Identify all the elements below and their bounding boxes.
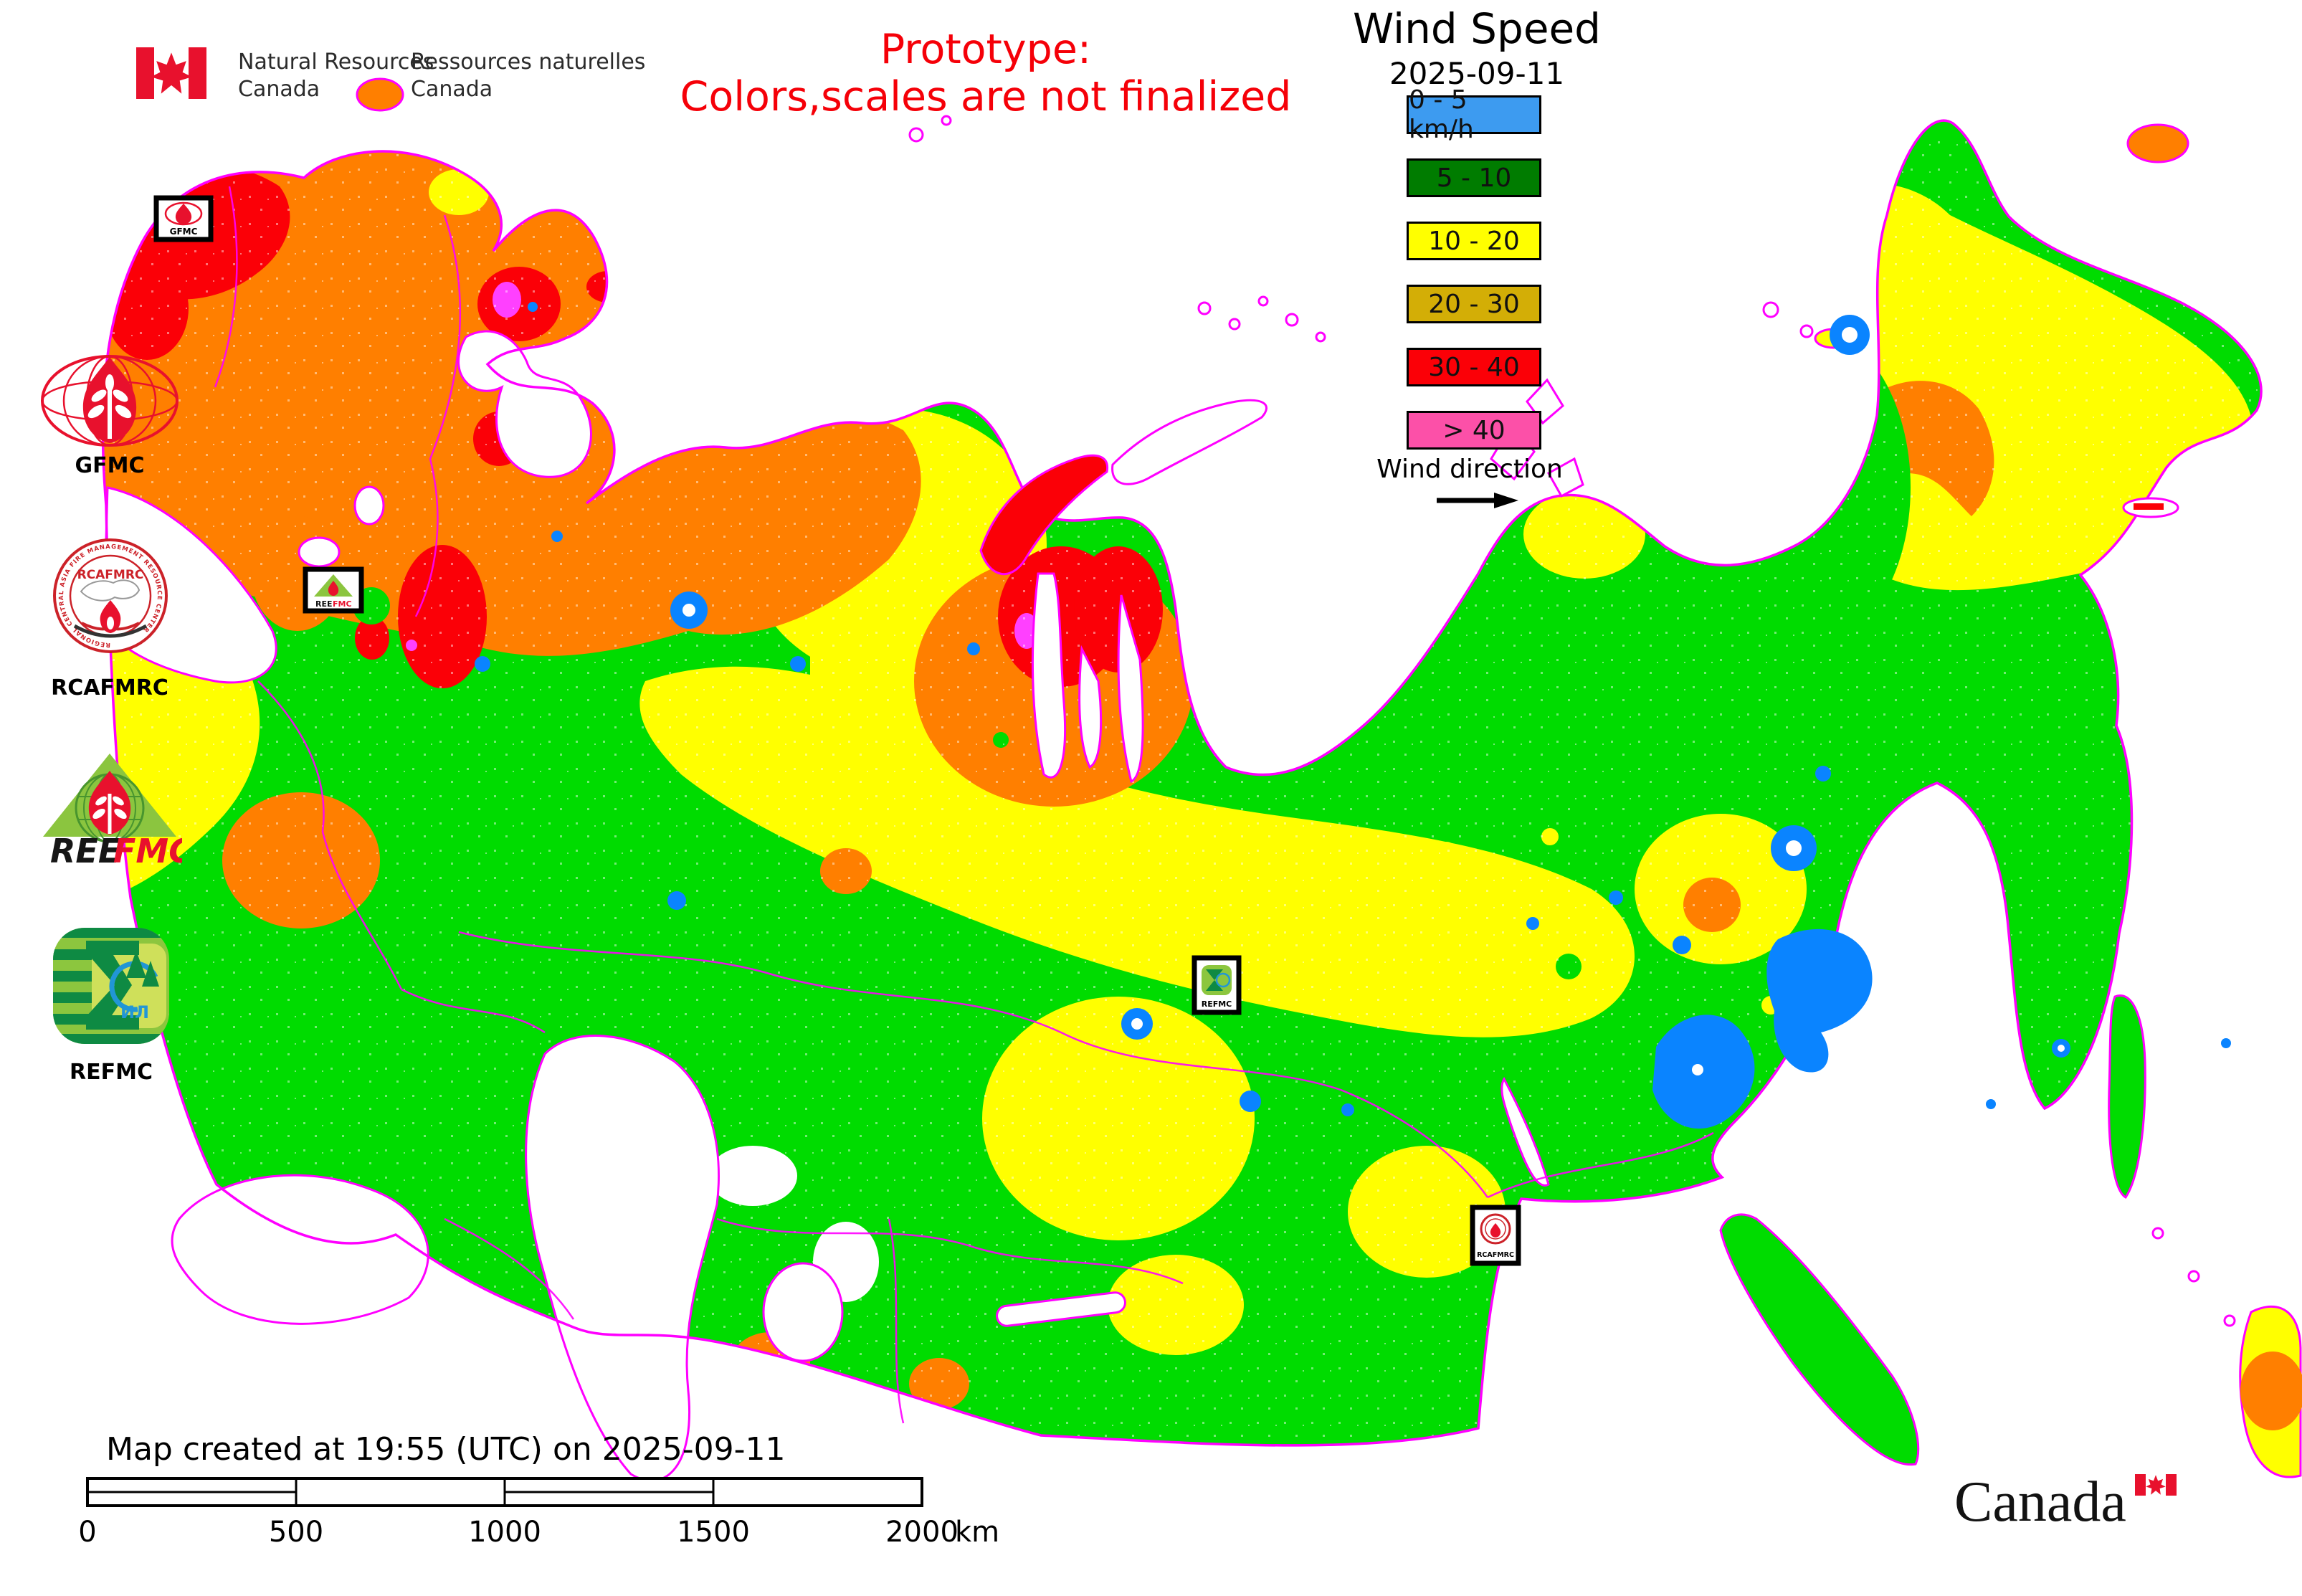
reefmc-logo: REE FMC: [43, 754, 182, 868]
wind-direction-arrow-icon: [1437, 493, 1518, 508]
agency-en-line1: Natural Resources: [238, 49, 434, 75]
legend-date: 2025-09-11: [1389, 56, 1565, 91]
legend-label-30-40: 30 - 40: [1428, 352, 1520, 382]
agency-name-en: Natural Resources Canada: [238, 49, 434, 103]
legend-label-over-40: > 40: [1442, 415, 1506, 445]
refmc-logo-caption: REFMC: [70, 1060, 153, 1085]
rcafmrc-logo-caption: RCAFMRC: [51, 675, 168, 700]
legend-item-10-20: 10 - 20: [1407, 222, 1541, 260]
legend-item-0-5: 0 - 5 km/h: [1407, 85, 1541, 144]
scale-tick-500: 500: [269, 1516, 323, 1549]
prototype-line1: Prototype:: [880, 26, 1092, 73]
agency-en-line2: Canada: [238, 77, 320, 102]
prototype-line2: Colors,scales are not finalized: [680, 73, 1292, 120]
legend-label-0-5: 0 - 5 km/h: [1409, 85, 1474, 144]
reefmc-word-black: REE: [50, 832, 120, 868]
wind-direction-label: Wind direction: [1376, 455, 1563, 484]
canada-wordmark-text: Canada: [1954, 1471, 2126, 1534]
rcafmrc-center-text: RCAFMRC: [77, 568, 144, 582]
legend-item-30-40: 30 - 40: [1407, 348, 1541, 386]
calm-wind-cells: [475, 302, 2231, 1129]
legend-label-5-10: 5 - 10: [1436, 163, 1512, 193]
reefmc-word-red: FMC: [113, 832, 182, 868]
map-marker-reefmc-word-black: REE: [315, 599, 333, 609]
scale-tick-2000: 2000: [885, 1516, 959, 1549]
map-marker-rcafmrc: RCAFMRC: [1470, 1205, 1521, 1266]
agency-fr-line2: Canada: [411, 77, 493, 102]
map-marker-rcafmrc-label: RCAFMRC: [1477, 1251, 1514, 1259]
map-marker-refmc: REFMC: [1192, 955, 1242, 1015]
country-borders: [214, 186, 1714, 1424]
legend-label-10-20: 10 - 20: [1428, 226, 1520, 256]
legend-item-20-30: 20 - 30: [1407, 285, 1541, 323]
legend-label-20-30: 20 - 30: [1428, 289, 1520, 319]
map-marker-gfmc: GFMC: [153, 195, 214, 242]
canada-wordmark: Canada: [1954, 1470, 2241, 1556]
scale-unit: km: [955, 1516, 999, 1549]
legend-item-5-10: 5 - 10: [1407, 158, 1541, 197]
map-created-text: Map created at 19:55 (UTC) on 2025-09-11: [106, 1431, 786, 1468]
agency-fr-line1: Ressources naturelles: [411, 49, 646, 75]
orange-blob-japan-corner: [2240, 1352, 2302, 1430]
map-marker-reefmc: REE FMC: [303, 566, 364, 614]
scale-bar: 0 500 1000 1500 2000 km: [78, 1477, 999, 1549]
scale-tick-1500: 1500: [677, 1516, 750, 1549]
canada-flag-icon: [136, 46, 206, 100]
legend-item-over-40: > 40: [1407, 411, 1541, 450]
wind-speed-regions: [103, 120, 2262, 1445]
legend-title: Wind Speed: [1352, 4, 1602, 53]
map-marker-reefmc-word-red: FMC: [333, 599, 352, 609]
map-marker-gfmc-label: GFMC: [170, 227, 198, 237]
islands: [356, 77, 2302, 1478]
rcafmrc-logo: REGIONAL CENTRAL ASIA FIRE MANAGEMENT RE…: [53, 538, 168, 653]
prototype-warning: Prototype: Colors,scales are not finaliz…: [663, 26, 1308, 120]
scale-tick-0: 0: [78, 1516, 96, 1549]
map-marker-refmc-label: REFMC: [1202, 999, 1232, 1009]
refmc-inner-text: ИЛ: [120, 1002, 149, 1022]
agency-name-fr: Ressources naturelles Canada: [411, 49, 645, 103]
gfmc-logo-caption: GFMC: [75, 453, 145, 478]
gfmc-logo: [41, 355, 179, 447]
refmc-logo: ИЛ: [53, 928, 169, 1044]
canada-wordmark-flag-icon: [2135, 1474, 2177, 1496]
scale-tick-1000: 1000: [468, 1516, 541, 1549]
